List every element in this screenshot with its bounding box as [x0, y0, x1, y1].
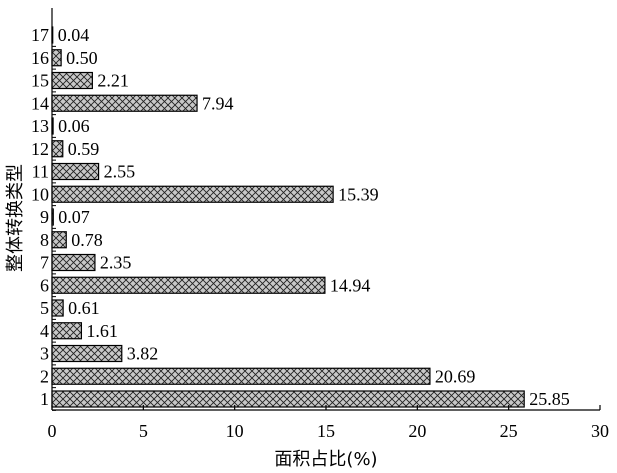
- bar-5: [51, 299, 64, 317]
- x-tick-label-5: 5: [139, 421, 148, 441]
- x-ticks: 0 5 10 15 20 25 30: [48, 405, 609, 441]
- y-category-label-12: 12: [31, 139, 49, 159]
- x-tick-label-20: 20: [408, 421, 426, 441]
- bar-value-label-9: 0.07: [58, 207, 90, 227]
- bar-4: [51, 322, 83, 340]
- bar-value-label-10: 15.39: [338, 184, 379, 204]
- x-tick-label-0: 0: [48, 421, 57, 441]
- bar-10: [51, 185, 334, 203]
- bar-12: [51, 140, 64, 158]
- y-category-label-16: 16: [31, 48, 49, 68]
- y-category-label-8: 8: [40, 230, 49, 250]
- y-category-label-11: 11: [32, 162, 49, 182]
- bars-layer: 25.85 20.69 3.82 1.61 0.61 14.94 2.35 0.78 0.07 1…: [51, 25, 570, 409]
- bar-3: [51, 344, 123, 363]
- y-category-label-13: 13: [31, 116, 49, 136]
- bar-value-label-12: 0.59: [68, 139, 100, 159]
- bar-value-label-14: 7.94: [202, 93, 234, 113]
- bar-value-label-17: 0.04: [58, 25, 90, 45]
- bar-1: [51, 390, 525, 408]
- y-category-label-6: 6: [40, 275, 49, 295]
- bar-6: [51, 276, 326, 294]
- bar-value-label-8: 0.78: [71, 230, 103, 250]
- y-category-label-2: 2: [40, 366, 49, 386]
- bar-value-label-2: 20.69: [435, 366, 476, 386]
- bar-value-label-7: 2.35: [100, 253, 132, 273]
- y-category-label-7: 7: [40, 253, 49, 273]
- bar-value-label-4: 1.61: [86, 321, 118, 341]
- y-category-label-1: 1: [40, 389, 49, 409]
- x-tick-label-10: 10: [226, 421, 244, 441]
- bar-14: [51, 94, 198, 112]
- bar-value-label-6: 14.94: [330, 275, 371, 295]
- bar-16: [51, 49, 62, 67]
- bar-value-label-5: 0.61: [68, 298, 100, 318]
- y-category-label-14: 14: [31, 93, 49, 113]
- y-category-label-10: 10: [31, 184, 49, 204]
- y-category-label-9: 9: [40, 207, 49, 227]
- y-category-label-3: 3: [40, 344, 49, 364]
- bar-value-label-13: 0.06: [58, 116, 90, 136]
- bar-value-label-1: 25.85: [529, 389, 570, 409]
- y-category-label-15: 15: [31, 71, 49, 91]
- bar-2: [51, 367, 431, 385]
- bar-7: [51, 253, 96, 272]
- bar-value-label-11: 2.55: [104, 162, 136, 182]
- x-axis-title: 面积占比(%): [274, 449, 377, 470]
- bar-value-label-15: 2.21: [97, 71, 128, 91]
- bar-value-label-3: 3.82: [127, 344, 158, 364]
- bar-15: [51, 71, 93, 90]
- y-category-label-4: 4: [40, 321, 49, 341]
- bar-8: [51, 231, 67, 249]
- bar-11: [51, 162, 100, 181]
- x-tick-label-30: 30: [591, 421, 609, 441]
- y-category-label-17: 17: [31, 25, 49, 45]
- y-category-label-5: 5: [40, 298, 49, 318]
- x-tick-label-25: 25: [500, 421, 518, 441]
- x-tick-label-15: 15: [317, 421, 335, 441]
- y-axis-title: 整体转换类型: [5, 164, 26, 272]
- bar-value-label-16: 0.50: [66, 48, 98, 68]
